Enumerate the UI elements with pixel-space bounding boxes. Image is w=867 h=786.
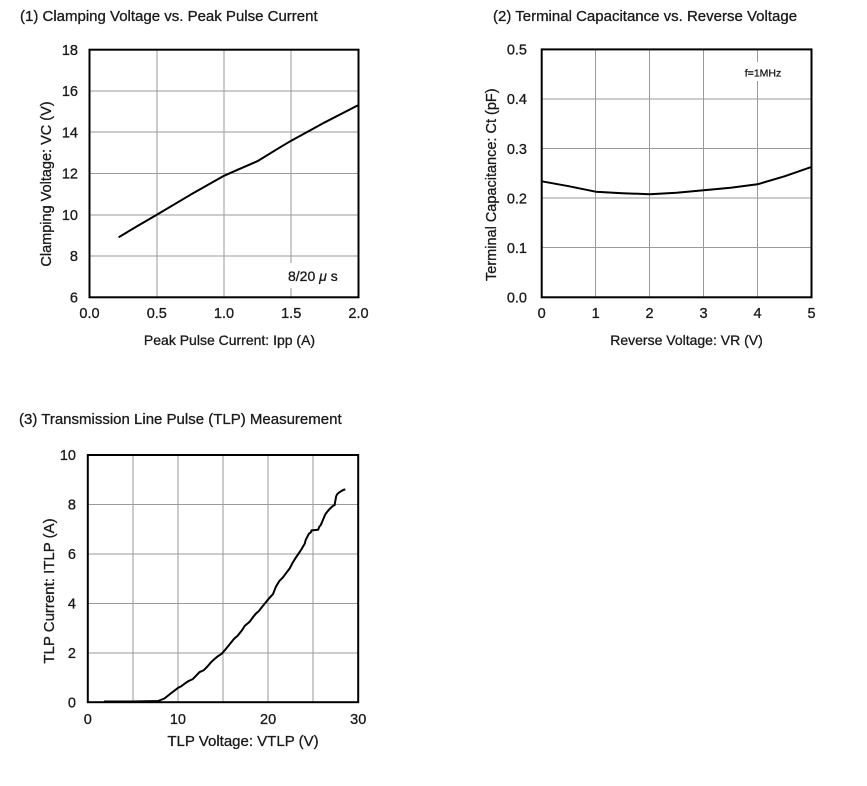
svg-text:5: 5	[807, 306, 815, 322]
svg-text:0.1: 0.1	[507, 241, 527, 257]
svg-text:0.3: 0.3	[507, 142, 527, 158]
svg-text:0.0: 0.0	[507, 291, 527, 307]
svg-text:4: 4	[68, 597, 76, 613]
svg-text:0.4: 0.4	[507, 92, 527, 108]
svg-text:0.0: 0.0	[79, 306, 99, 322]
svg-text:0: 0	[538, 306, 546, 322]
svg-text:14: 14	[62, 125, 78, 141]
svg-text:Reverse Voltage: VR (V): Reverse Voltage: VR (V)	[610, 332, 763, 348]
svg-text:12: 12	[62, 167, 78, 183]
svg-text:8: 8	[70, 249, 78, 265]
svg-text:Peak Pulse Current: Ipp (A): Peak Pulse Current: Ipp (A)	[144, 332, 315, 348]
svg-text:10: 10	[60, 448, 76, 464]
svg-text:(2) Terminal Capacitance vs. R: (2) Terminal Capacitance vs. Reverse Vol…	[493, 8, 797, 25]
svg-text:TLP Current: ITLP (A): TLP Current: ITLP (A)	[41, 518, 58, 663]
svg-text:Terminal Capacitance: Ct (pF): Terminal Capacitance: Ct (pF)	[484, 88, 500, 281]
svg-text:0.5: 0.5	[507, 43, 527, 59]
svg-text:1.0: 1.0	[214, 306, 234, 322]
svg-text:f=1MHz: f=1MHz	[745, 68, 781, 80]
svg-text:18: 18	[62, 43, 78, 59]
svg-text:2: 2	[646, 306, 654, 322]
svg-text:0.2: 0.2	[507, 191, 527, 207]
svg-text:6: 6	[70, 291, 78, 307]
svg-text:2.0: 2.0	[348, 306, 368, 322]
svg-text:1.5: 1.5	[281, 306, 301, 322]
svg-text:3: 3	[700, 306, 708, 322]
svg-text:1: 1	[592, 306, 600, 322]
svg-text:0.5: 0.5	[147, 306, 167, 322]
svg-text:16: 16	[62, 84, 78, 100]
svg-text:(3) Transmission Line Pulse (T: (3) Transmission Line Pulse (TLP) Measur…	[19, 411, 342, 428]
svg-text:4: 4	[753, 306, 761, 322]
svg-text:10: 10	[62, 208, 78, 224]
svg-text:6: 6	[68, 547, 76, 563]
svg-text:Clamping Voltage: VC (V): Clamping Voltage: VC (V)	[39, 101, 55, 266]
svg-text:10: 10	[170, 712, 186, 728]
svg-text:(1) Clamping Voltage vs. Peak: (1) Clamping Voltage vs. Peak Pulse Curr…	[20, 8, 318, 25]
svg-text:8/20 μ s: 8/20 μ s	[288, 268, 338, 284]
svg-text:30: 30	[350, 712, 366, 728]
svg-text:0: 0	[68, 695, 76, 711]
svg-text:20: 20	[260, 712, 276, 728]
svg-text:8: 8	[68, 498, 76, 514]
svg-text:TLP Voltage: VTLP (V): TLP Voltage: VTLP (V)	[167, 733, 318, 750]
svg-text:0: 0	[84, 712, 92, 728]
svg-text:2: 2	[68, 646, 76, 662]
